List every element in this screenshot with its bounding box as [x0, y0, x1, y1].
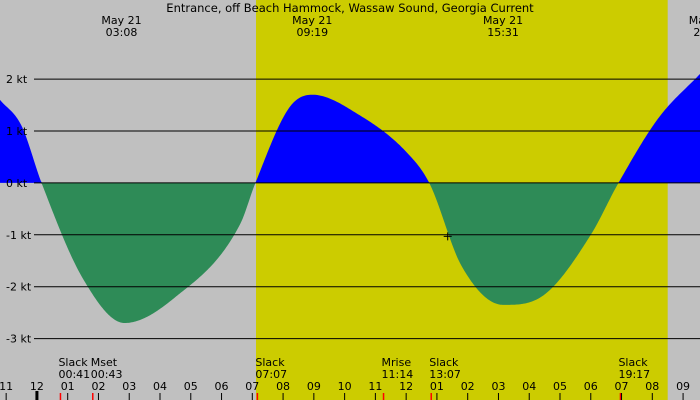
event-name-label: Mrise — [382, 356, 412, 369]
peak-time-label: 2 — [693, 26, 700, 39]
hour-tick-label: 01 — [430, 380, 444, 393]
y-tick-label: -2 kt — [6, 281, 32, 294]
hour-tick-label: 12 — [399, 380, 413, 393]
event-time-label: 00:41 — [58, 368, 90, 381]
event-time-label: 11:14 — [382, 368, 414, 381]
hour-tick-label: 05 — [553, 380, 567, 393]
peak-time-label: 09:19 — [296, 26, 328, 39]
hour-tick-label: 11 — [368, 380, 382, 393]
peak-date-label: May 21 — [101, 14, 141, 27]
ebb-current-area — [0, 182, 700, 324]
hour-tick-label: 03 — [491, 380, 505, 393]
hour-tick-label: 02 — [461, 380, 475, 393]
hour-tick-label: 08 — [276, 380, 290, 393]
hour-tick-label: 03 — [122, 380, 136, 393]
hour-tick-label: 12 — [30, 380, 44, 393]
hour-tick-label: 09 — [676, 380, 690, 393]
peak-date-label: Ma — [689, 14, 700, 27]
peak-time-label: 03:08 — [106, 26, 138, 39]
event-name-label: Slack — [429, 356, 459, 369]
event-time-label: 07:07 — [255, 368, 287, 381]
chart-title: Entrance, off Beach Hammock, Wassaw Soun… — [166, 1, 534, 15]
peak-date-label: May 21 — [483, 14, 523, 27]
hour-tick-label: 08 — [645, 380, 659, 393]
hour-tick-label: 09 — [307, 380, 321, 393]
y-tick-label: 0 kt — [6, 177, 28, 190]
y-tick-label: 2 kt — [6, 73, 28, 86]
peak-date-label: May 21 — [292, 14, 332, 27]
hour-tick-label: 07 — [245, 380, 259, 393]
hour-tick-label: 04 — [522, 380, 536, 393]
flood-current-area — [0, 73, 700, 183]
hour-tick-label: 07 — [615, 380, 629, 393]
hour-tick-label: 06 — [215, 380, 229, 393]
event-name-label: Slack — [618, 356, 648, 369]
event-time-label: 19:17 — [618, 368, 650, 381]
hour-tick-label: 02 — [91, 380, 105, 393]
event-name-label: Slack — [58, 356, 88, 369]
event-time-label: 00:43 — [91, 368, 123, 381]
event-name-label: Slack — [255, 356, 285, 369]
y-tick-label: -3 kt — [6, 333, 32, 346]
hour-tick-label: 10 — [338, 380, 352, 393]
event-time-label: 13:07 — [429, 368, 461, 381]
y-tick-label: 1 kt — [6, 125, 28, 138]
hour-tick-label: 06 — [584, 380, 598, 393]
hour-tick-label: 01 — [61, 380, 75, 393]
hour-tick-label: 05 — [184, 380, 198, 393]
y-tick-label: -1 kt — [6, 229, 32, 242]
hour-tick-label: 04 — [153, 380, 167, 393]
peak-time-label: 15:31 — [487, 26, 519, 39]
hour-tick-label: 11 — [0, 380, 13, 393]
event-name-label: Mset — [91, 356, 118, 369]
